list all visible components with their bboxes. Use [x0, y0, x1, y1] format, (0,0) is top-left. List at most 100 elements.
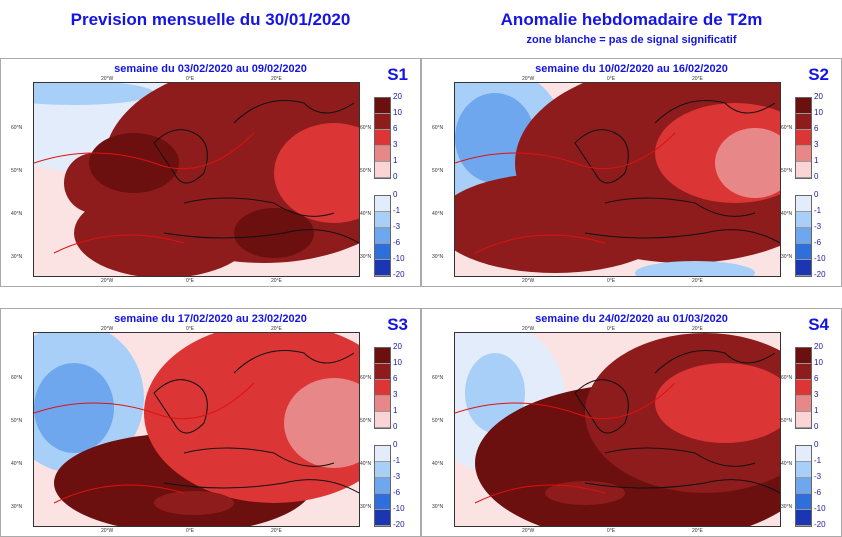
- lat-label: 40°N: [781, 461, 793, 467]
- legend-value: 6: [814, 374, 819, 383]
- legend-swatch: [796, 494, 811, 510]
- legend-swatch: [375, 98, 390, 114]
- lon-label: 20°E: [692, 326, 703, 332]
- anomaly-map: [454, 82, 781, 277]
- lat-label: 50°N: [11, 418, 23, 424]
- legend-value: 0: [393, 190, 398, 199]
- coastline: [153, 100, 359, 244]
- legend-swatch: [375, 494, 390, 510]
- anomaly-area: [34, 83, 154, 105]
- lat-label: 40°N: [781, 211, 793, 217]
- legend-swatch: [796, 364, 811, 380]
- legend-swatch: [796, 348, 811, 364]
- anomaly-area: [89, 133, 179, 193]
- legend-swatch: [375, 196, 390, 212]
- lat-label: 50°N: [11, 168, 23, 174]
- anomaly-area: [465, 353, 525, 433]
- legend-swatch: [375, 364, 390, 380]
- legend-swatch: [375, 146, 390, 162]
- lat-label: 40°N: [432, 211, 444, 217]
- legend-value: 20: [814, 92, 823, 101]
- legend-swatch: [796, 244, 811, 260]
- legend-swatch: [375, 478, 390, 494]
- legend-value: -6: [814, 488, 822, 497]
- lat-label: 50°N: [432, 418, 444, 424]
- legend-swatch: [796, 146, 811, 162]
- legend-swatch: [375, 130, 390, 146]
- coastline: [574, 100, 780, 244]
- legend-swatch: [796, 462, 811, 478]
- lat-label: 30°N: [11, 504, 23, 510]
- legend-value: 20: [393, 92, 402, 101]
- significance-contour: [455, 382, 676, 504]
- legend-swatch: [796, 212, 811, 228]
- legend-value: -1: [814, 206, 822, 215]
- anomaly-area: [274, 123, 359, 223]
- legend-value: -3: [393, 472, 401, 481]
- cold-legend: [374, 195, 391, 277]
- lat-label: 30°N: [432, 254, 444, 260]
- legend-value: 0: [814, 190, 819, 199]
- lon-label: 20°E: [692, 528, 703, 534]
- lon-label: 20°W: [101, 528, 114, 534]
- legend-value: -20: [393, 520, 405, 529]
- lon-label: 20°W: [522, 528, 535, 534]
- anomaly-area: [34, 363, 114, 453]
- lat-label: 40°N: [11, 211, 23, 217]
- lon-label: 20°E: [692, 278, 703, 284]
- warm-legend: [374, 347, 391, 429]
- legend-value: -1: [393, 206, 401, 215]
- lat-label: 60°N: [11, 375, 23, 381]
- legend-swatch: [375, 380, 390, 396]
- lat-label: 30°N: [360, 504, 372, 510]
- legend-value: -6: [393, 488, 401, 497]
- legend-swatch: [375, 228, 390, 244]
- week-label: S1: [387, 65, 408, 84]
- legend-value: 3: [814, 140, 819, 149]
- lat-label: 40°N: [432, 461, 444, 467]
- legend-swatch: [796, 98, 811, 114]
- lon-label: 0°E: [607, 76, 616, 82]
- significance-contour: [34, 132, 255, 254]
- lat-label: 60°N: [11, 125, 23, 131]
- lat-label: 60°N: [360, 375, 372, 381]
- anomaly-map: [454, 332, 781, 527]
- legend-swatch: [375, 446, 390, 462]
- legend-value: 0: [814, 440, 819, 449]
- lon-label: 0°E: [607, 528, 616, 534]
- legend-value: 6: [393, 374, 398, 383]
- lon-label: 0°E: [186, 278, 195, 284]
- lat-label: 60°N: [432, 125, 444, 131]
- legend-swatch: [375, 260, 390, 276]
- lat-label: 60°N: [781, 125, 793, 131]
- legend-value: 3: [814, 390, 819, 399]
- panel-title: semaine du 10/02/2020 au 16/02/2020: [535, 63, 728, 75]
- lon-label: 20°E: [271, 528, 282, 534]
- legend-swatch: [796, 446, 811, 462]
- legend-swatch: [375, 212, 390, 228]
- lon-label: 0°E: [607, 326, 616, 332]
- legend-value: -10: [393, 504, 405, 513]
- legend-value: -20: [814, 520, 826, 529]
- legend-swatch: [375, 114, 390, 130]
- warm-legend: [374, 97, 391, 179]
- legend-swatch: [796, 260, 811, 276]
- legend-swatch: [796, 196, 811, 212]
- lon-label: 20°E: [692, 76, 703, 82]
- lat-label: 50°N: [360, 418, 372, 424]
- warm-legend: [795, 97, 812, 179]
- legend-swatch: [375, 510, 390, 526]
- lat-label: 30°N: [360, 254, 372, 260]
- lat-label: 40°N: [360, 211, 372, 217]
- anomaly-map: [33, 332, 360, 527]
- legend-value: 1: [393, 156, 398, 165]
- cold-legend: [795, 195, 812, 277]
- legend-value: 10: [814, 108, 823, 117]
- warm-legend: [795, 347, 812, 429]
- week-label: S3: [387, 315, 408, 334]
- legend-value: 0: [393, 440, 398, 449]
- legend-value: 3: [393, 390, 398, 399]
- legend-value: -10: [814, 504, 826, 513]
- lon-label: 20°W: [522, 278, 535, 284]
- legend-value: 20: [393, 342, 402, 351]
